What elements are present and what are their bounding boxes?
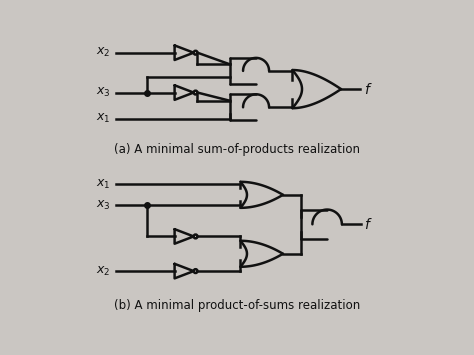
Text: $f$: $f$	[365, 217, 373, 232]
Text: $x_2$: $x_2$	[96, 264, 110, 278]
Text: $x_1$: $x_1$	[96, 178, 110, 191]
Text: (b) A minimal product-of-sums realization: (b) A minimal product-of-sums realizatio…	[114, 299, 360, 312]
Text: $x_3$: $x_3$	[96, 199, 110, 212]
Text: (a) A minimal sum-of-products realization: (a) A minimal sum-of-products realizatio…	[114, 143, 360, 156]
Text: $f$: $f$	[364, 82, 372, 97]
Text: $x_3$: $x_3$	[96, 86, 110, 99]
Text: $x_2$: $x_2$	[96, 46, 110, 59]
Text: $x_1$: $x_1$	[96, 112, 110, 125]
